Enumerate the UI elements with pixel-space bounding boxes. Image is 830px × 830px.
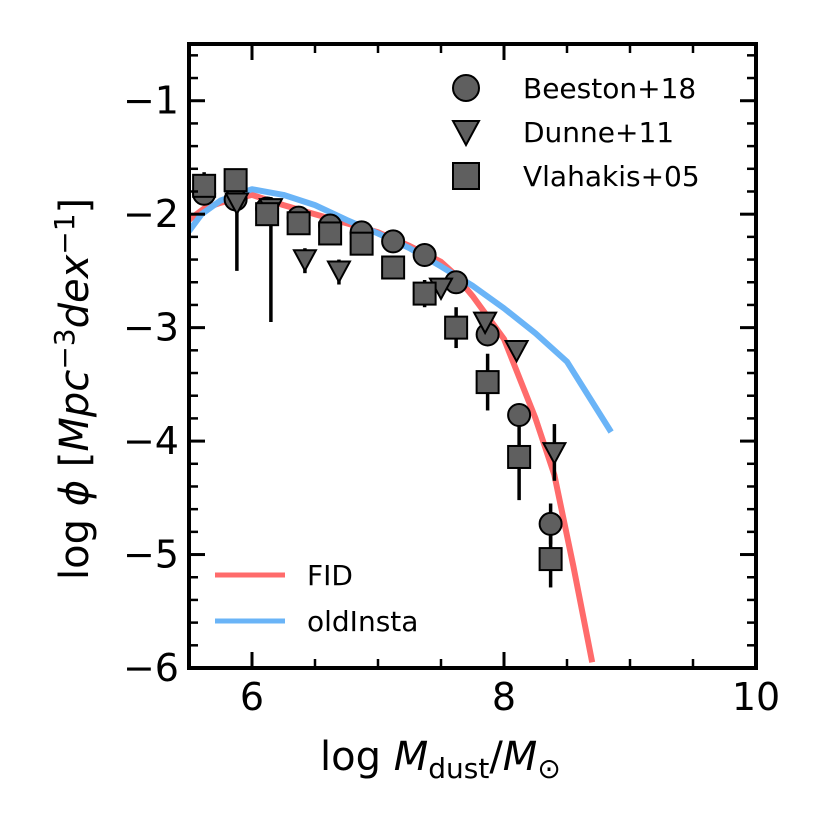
y-tick-label: −5 [123, 533, 179, 577]
y-tick-label: −4 [123, 419, 179, 463]
legend-markers: Beeston+18 Dunne+11 Vlahakis+05 [451, 72, 700, 193]
beeston-18-point [507, 402, 532, 427]
beeston-18-legend-label: Beeston+18 [523, 72, 696, 105]
vlahakis-05-point [255, 202, 280, 227]
vlahakis-05-point [349, 231, 374, 256]
x-tick-label: 6 [240, 675, 264, 719]
y-tick-label: −3 [123, 306, 179, 350]
beeston-18-point [538, 511, 563, 536]
vlahakis-05-point [507, 444, 532, 469]
vlahakis-05-legend-marker [452, 162, 480, 190]
dunne-11-legend-label: Dunne+11 [523, 116, 674, 149]
vlahakis-05-point [412, 281, 437, 306]
data-points [192, 168, 568, 588]
vlahakis-05-point [538, 547, 563, 572]
x-axis-label-text: log Mdust/M⊙ [320, 734, 561, 785]
dunne-11-point [326, 260, 352, 285]
plot-frame [187, 42, 758, 670]
vlahakis-05-legend-label: Vlahakis+05 [523, 160, 700, 193]
vlahakis-05-point [192, 173, 217, 198]
dunne-11-point [503, 339, 530, 364]
vlahakis-05-point [286, 211, 311, 236]
dunne-11-point [224, 192, 250, 216]
y-axis-label-text: log ϕ [Mpc−3dex−1] [48, 198, 98, 580]
vlahakis-05-point [223, 168, 248, 193]
y-tick-label: −2 [123, 192, 179, 236]
legend-lines: FID oldInsta [215, 559, 418, 638]
dunne-11-point [472, 311, 498, 336]
beeston-18-point [412, 243, 437, 268]
dunne-11-point [292, 249, 318, 273]
oldinsta-legend-label: oldInsta [307, 605, 418, 638]
x-tick-label: 8 [492, 675, 516, 719]
beeston-18-legend-marker [452, 74, 480, 102]
beeston-18-point [381, 229, 406, 254]
dunne-11-legend-marker [451, 119, 481, 148]
vlahakis-05-point [381, 255, 406, 280]
vlahakis-05-point [318, 221, 343, 246]
y-tick-label: −6 [123, 646, 179, 690]
oldinsta-line [189, 186, 614, 434]
y-axis-label: log ϕ [Mpc−3dex−1] [48, 198, 98, 580]
x-tick-label: 10 [732, 675, 780, 719]
tick-labels: 6 8 10 −1 −2 −3 −4 −5 −6 [123, 79, 780, 719]
y-tick-label: −1 [123, 79, 179, 123]
vlahakis-05-point [444, 315, 469, 340]
fid-legend-label: FID [307, 559, 353, 592]
dunne-11-point [541, 442, 568, 466]
vlahakis-05-point [475, 370, 500, 395]
x-axis-label: log Mdust/M⊙ [320, 734, 561, 785]
